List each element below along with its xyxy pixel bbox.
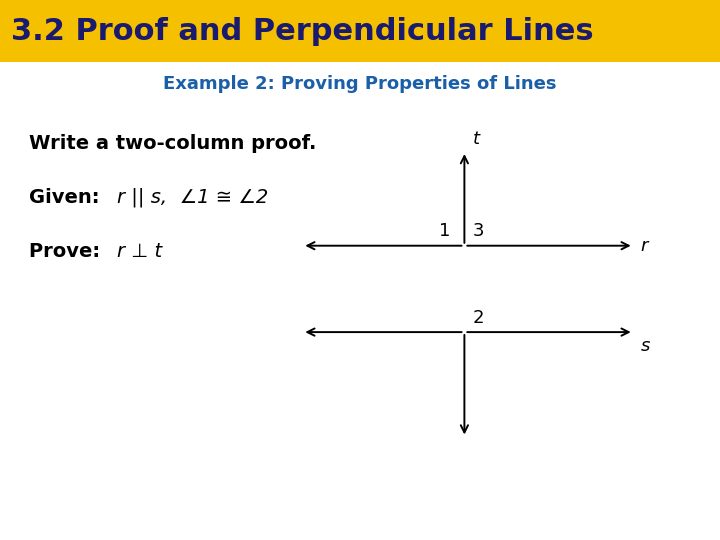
Text: r: r: [641, 237, 648, 255]
Text: Prove:: Prove:: [29, 241, 107, 261]
Text: r ⊥ t: r ⊥ t: [117, 241, 163, 261]
Text: 3.2 Proof and Perpendicular Lines: 3.2 Proof and Perpendicular Lines: [11, 17, 593, 45]
Text: Write a two-column proof.: Write a two-column proof.: [29, 133, 316, 153]
Text: t: t: [473, 131, 480, 149]
Text: s: s: [641, 336, 650, 355]
Text: Given:: Given:: [29, 187, 106, 207]
Text: Example 2: Proving Properties of Lines: Example 2: Proving Properties of Lines: [163, 75, 557, 93]
Text: 3: 3: [473, 222, 485, 240]
Text: 2: 2: [473, 309, 485, 327]
Text: r || s,  ∠1 ≅ ∠2: r || s, ∠1 ≅ ∠2: [117, 187, 269, 207]
Text: 1: 1: [438, 222, 450, 240]
